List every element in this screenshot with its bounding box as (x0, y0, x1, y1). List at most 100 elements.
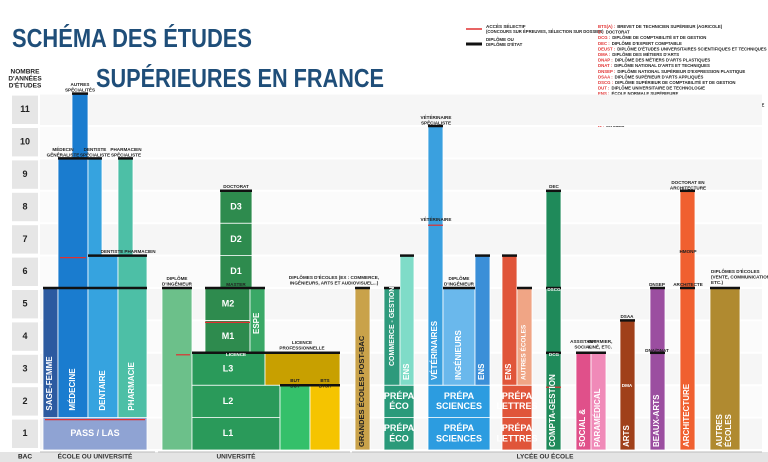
study-block (309, 384, 341, 451)
block-label: DMA (622, 383, 633, 388)
year-box (12, 387, 38, 416)
abbreviation-text: DIPLÔME SUPÉRIEUR D'ARTS APPLIQUÉS (615, 75, 704, 80)
footer-label: UNIVERSITÉ (216, 452, 256, 461)
vertical-label: COMPTA-GESTION (548, 374, 557, 447)
study-block (42, 417, 148, 451)
abbreviation-code: ENS : (598, 91, 610, 96)
block-label: SPÉCIALISTE (111, 151, 141, 158)
block-label: SPÉCIALISTE (80, 151, 110, 158)
vertical-label: AUTRES ÉCOLES (519, 324, 528, 380)
vertical-label: ARCHITECTURE (682, 383, 691, 447)
year-label: 10 (20, 137, 30, 147)
block-label: L2 (223, 396, 234, 406)
block-label: KINÉ, ETC. (588, 343, 612, 350)
vertical-label: ÉCOLES (724, 413, 733, 447)
block-label: MÉDECIN (52, 145, 74, 152)
study-block (501, 384, 533, 419)
bac-label: BAC (18, 454, 32, 461)
abbreviation-code: DNAT : (598, 63, 613, 68)
abbreviation: DMA : DIPLÔME DES MÉTIERS D'ARTS (598, 52, 679, 57)
block-label: LETTRES (496, 401, 537, 411)
block-label: HMONP (679, 249, 696, 254)
block-label: M1 (222, 331, 235, 341)
study-block (87, 157, 103, 256)
block-label: SCIENCES (436, 401, 482, 411)
abbreviation: D : DOCTORAT (598, 30, 630, 35)
abbreviation-text: DIPLÔME NATIONAL D'ARTS ET TECHNIQUES (614, 63, 710, 68)
legend-diploma: DIPLÔME D'ÉTAT (486, 42, 523, 47)
abbreviation: BTS(A) : BREVET DE TECHNICIEN SUPÉRIEUR (… (598, 24, 723, 29)
vertical-label: SAGE-FEMME (45, 356, 54, 411)
block-label: PRÉPA (384, 391, 415, 401)
block-label: PRÉPA (502, 423, 533, 433)
study-block (279, 384, 311, 451)
abbreviation-code: DEUST : (598, 47, 616, 52)
vertical-label: PARAMÉDICAL (593, 388, 602, 447)
block-label: DENTISTE (84, 147, 107, 152)
block-label: D1 (230, 266, 242, 276)
abbreviation-code: DSCG : (598, 80, 614, 85)
block-label: PRÉPA (502, 391, 533, 401)
year-box (12, 354, 38, 384)
abbreviation-text: DIPLÔME NATIONAL SUPÉRIEUR D'EXPRESSION … (617, 69, 745, 74)
block-label: DIPLÔMES D'ÉCOLES (711, 267, 760, 274)
block-label: ARCHITECTURE (670, 186, 706, 191)
block-label: DOCTORAT (223, 184, 249, 189)
block-label: DIPLÔME (449, 274, 470, 281)
block-label: BTS (320, 378, 329, 383)
block-label: DSCG (547, 287, 561, 292)
study-block (501, 417, 533, 451)
vertical-label: ENS (477, 363, 486, 380)
block-label: DIPLÔMES D'ÉCOLES (EX : COMMERCE, (289, 273, 379, 280)
year-label: 7 (22, 234, 27, 244)
vertical-label: ENS (402, 363, 411, 380)
block-label: D'INGÉNIEUR (444, 280, 475, 287)
abbreviation: DNSEP : DIPLÔME NATIONAL SUPÉRIEUR D'EXPR… (598, 69, 745, 74)
abbreviation-code: DNSEP : (598, 69, 616, 74)
block-label: ÉCO (389, 401, 409, 411)
block-label: DENTISTE (101, 249, 124, 254)
abbreviation: DSCG : DIPLÔME SUPÉRIEUR DE COMPTABILITÉ … (598, 80, 736, 85)
block-label: ETC.) (711, 280, 723, 285)
study-block (204, 287, 251, 321)
year-label: 1 (22, 428, 27, 438)
abbreviation-text: BREVET DE TECHNICIEN SUPÉRIEUR (AGRICOLE… (617, 24, 723, 29)
block-label: GÉNÉRALISTE (47, 151, 80, 158)
block-label: VÉTÉRINAIRE (421, 215, 452, 222)
vertical-label: VÉTÉRINAIRES (430, 320, 439, 380)
vertical-label: ESPE (252, 312, 261, 334)
year-label: 2 (22, 396, 27, 406)
axis-title: D'ÉTUDES (9, 81, 42, 90)
block-label: INGÉNIEURS, ARTS ET AUDIOVISUEL...) (290, 279, 379, 286)
axis-title: NOMBRE (11, 69, 41, 76)
block-label: D'INGÉNIEUR (162, 280, 193, 287)
year-label: 8 (22, 201, 27, 211)
abbreviation: DNAP : DIPLÔME DES MÉTIERS D'ARTS PLASTIQ… (598, 58, 710, 63)
footer-bar (0, 452, 768, 462)
abbreviation-code: DUT : (598, 86, 610, 91)
vertical-label: ENS (504, 363, 513, 380)
block-label: BUT (290, 378, 300, 383)
block-label: LETTRES (496, 434, 537, 444)
year-label: 3 (22, 363, 27, 373)
block-label: SCIENCES (436, 434, 482, 444)
study-block (204, 319, 251, 354)
year-box (12, 290, 38, 319)
block-label: VÉTÉRINAIRE (421, 113, 452, 120)
block-label: PRÉPA (444, 423, 475, 433)
study-block (161, 287, 193, 451)
study-block (219, 222, 253, 256)
abbreviation-text: DIPLÔME DE COMPTABILITÉ ET DE GESTION (612, 35, 706, 40)
vertical-label: MÉDECINE (68, 368, 77, 411)
block-label: ARCHITECTE (673, 282, 703, 287)
vertical-label: SOCIAL & (578, 409, 587, 447)
axis-title: D'ANNÉES (8, 74, 42, 83)
vertical-label: PHARMACIE (127, 361, 136, 410)
block-label: (VENTE, COMMUNICATION, (711, 275, 768, 280)
block-label: PRÉPA (384, 423, 415, 433)
row-band (40, 94, 762, 125)
block-label: L1 (223, 428, 234, 438)
block-label: M2 (222, 299, 235, 309)
